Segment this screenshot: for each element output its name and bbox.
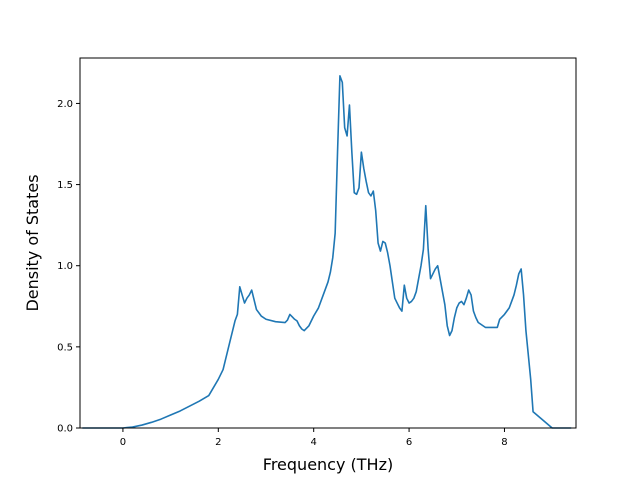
- x-tick-label: 6: [406, 437, 412, 448]
- x-axis-ticks: 0 2 4 6 8: [120, 428, 508, 448]
- y-tick-label: 1.0: [57, 261, 73, 272]
- y-axis-label: Density of States: [23, 174, 42, 311]
- x-tick-label: 4: [311, 437, 317, 448]
- y-axis-ticks: 0.0 0.5 1.0 1.5 2.0: [57, 99, 80, 435]
- axes-frame: [79, 57, 577, 429]
- x-tick-label: 8: [501, 437, 507, 448]
- x-tick-label: 0: [120, 437, 126, 448]
- y-tick-label: 0.5: [57, 342, 73, 353]
- x-tick-label: 2: [215, 437, 221, 448]
- y-tick-label: 0.0: [57, 424, 73, 435]
- y-tick-label: 2.0: [57, 99, 73, 110]
- plot-area: [82, 75, 572, 429]
- dos-series-line-0: [82, 75, 572, 429]
- y-tick-label: 1.5: [57, 180, 73, 191]
- x-axis-label: Frequency (THz): [263, 455, 393, 474]
